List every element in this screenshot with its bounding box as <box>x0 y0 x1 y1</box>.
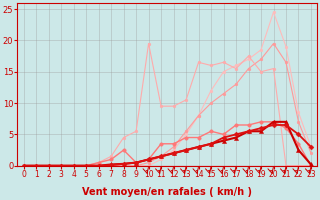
X-axis label: Vent moyen/en rafales ( km/h ): Vent moyen/en rafales ( km/h ) <box>82 187 252 197</box>
